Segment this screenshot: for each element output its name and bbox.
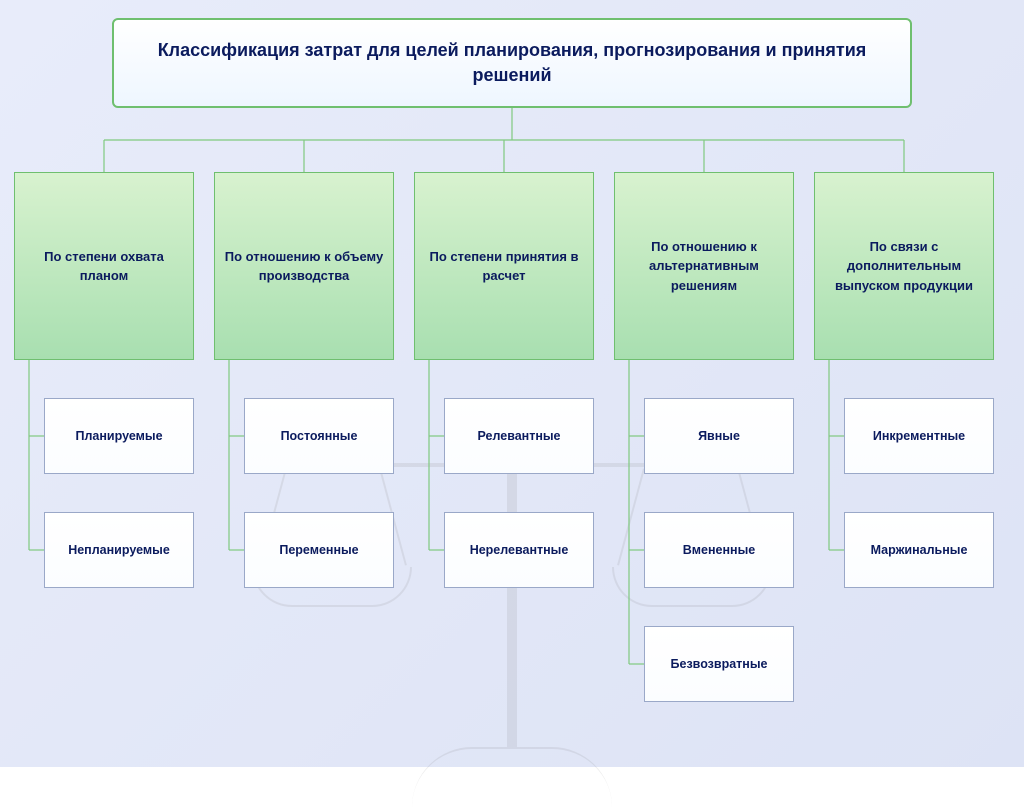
category-label: По степени принятия в расчет (423, 247, 585, 286)
leaf-node-0: Планируемые (44, 398, 194, 474)
leaf-label: Маржинальные (871, 543, 968, 557)
category-label: По степени охвата планом (23, 247, 185, 286)
leaf-label: Нерелевантные (470, 543, 569, 557)
leaf-node-9: Инкрементные (844, 398, 994, 474)
category-node-3: По отношению к альтернативным решениям (614, 172, 794, 360)
category-label: По отношению к объему производства (223, 247, 385, 286)
leaf-label: Непланируемые (68, 543, 170, 557)
category-node-2: По степени принятия в расчет (414, 172, 594, 360)
leaf-label: Постоянные (281, 429, 358, 443)
root-node: Классификация затрат для целей планирова… (112, 18, 912, 108)
background (0, 0, 1024, 767)
root-title: Классификация затрат для целей планирова… (144, 38, 880, 88)
category-label: По связи с дополнительным выпуском проду… (823, 237, 985, 296)
leaf-node-4: Релевантные (444, 398, 594, 474)
leaf-node-7: Вмененные (644, 512, 794, 588)
leaf-node-5: Нерелевантные (444, 512, 594, 588)
leaf-label: Планируемые (75, 429, 162, 443)
leaf-node-8: Безвозвратные (644, 626, 794, 702)
leaf-label: Явные (698, 429, 740, 443)
leaf-node-6: Явные (644, 398, 794, 474)
category-node-4: По связи с дополнительным выпуском проду… (814, 172, 994, 360)
category-label: По отношению к альтернативным решениям (623, 237, 785, 296)
leaf-label: Переменные (279, 543, 358, 557)
leaf-node-2: Постоянные (244, 398, 394, 474)
leaf-node-10: Маржинальные (844, 512, 994, 588)
leaf-label: Вмененные (683, 543, 755, 557)
category-node-1: По отношению к объему производства (214, 172, 394, 360)
leaf-node-3: Переменные (244, 512, 394, 588)
leaf-label: Релевантные (477, 429, 560, 443)
leaf-label: Инкрементные (873, 429, 965, 443)
leaf-label: Безвозвратные (671, 657, 768, 671)
leaf-node-1: Непланируемые (44, 512, 194, 588)
category-node-0: По степени охвата планом (14, 172, 194, 360)
